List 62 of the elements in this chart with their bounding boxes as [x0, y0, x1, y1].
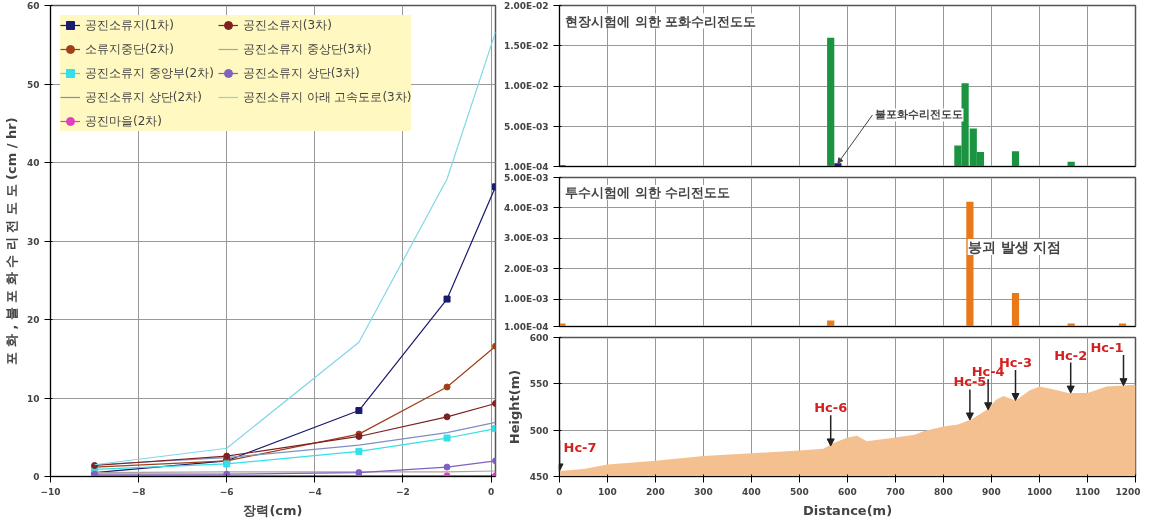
legend-label: 공진마을(2차) [85, 112, 162, 130]
annotation: Hc-7 [563, 440, 597, 456]
x-tick-label: 1100 [1074, 486, 1101, 497]
annotation: Hc-2 [1054, 347, 1088, 363]
x-tick-label: −6 [219, 486, 234, 497]
y-axis-title: Height(m) [506, 369, 522, 445]
x-tick-label: 400 [742, 486, 761, 497]
annotation: Hc-1 [1090, 340, 1124, 356]
legend-label: 공진소류지 상단(2차) [85, 88, 202, 106]
x-tick-label: 0 [487, 486, 495, 497]
y-tick-label: 1.50E-02 [503, 40, 549, 51]
y-tick-label: 550 [529, 379, 549, 390]
x-tick-label: 1200 [1115, 486, 1141, 497]
legend-label: 공진소류지 중앙부(2차) [85, 64, 214, 82]
legend-label: 소류지중단(2차) [85, 40, 174, 58]
y-tick-label: 600 [529, 333, 549, 343]
y-tick-label: 1.00E-04 [503, 321, 549, 332]
annotation: 붕괴 발생 지점 [967, 238, 1062, 255]
x-tick-label: 700 [886, 486, 905, 497]
y-tick-label: 60 [26, 1, 40, 11]
y-axis-title: 포 화 , 불 포 화 수 리 전 도 도 (cm / hr) [3, 117, 19, 365]
y-tick-label: 50 [26, 79, 40, 90]
x-tick-label: 800 [934, 486, 953, 497]
y-tick-label: 20 [26, 315, 40, 325]
x-tick-label: −10 [40, 486, 61, 497]
y-tick-label: 0 [33, 472, 40, 482]
annotation: 불포화수리전도도 [875, 108, 964, 122]
x-axis-title: 장력(cm) [243, 502, 303, 518]
text: 현장시험에 의한 포화수리전도도 [565, 13, 757, 29]
text: 투수시험에 의한 수리전도도 [565, 184, 731, 200]
y-tick-label: 500 [529, 425, 549, 436]
legend-label: 공진소류지 중상단(3차) [242, 40, 372, 58]
x-tick-label: 600 [838, 486, 857, 497]
x-tick-label: −2 [396, 486, 410, 497]
y-tick-label: 5.00E-03 [503, 172, 549, 183]
x-tick-label: −4 [307, 486, 322, 497]
x-tick-label: 200 [646, 486, 665, 497]
legend-label: 공진소류지(3차) [242, 16, 332, 34]
y-tick-label: 2.00E-02 [503, 0, 549, 11]
legend-label: 공진소류지 아래 고속도로(3차) [242, 88, 412, 106]
y-tick-label: 1.00E-02 [503, 81, 549, 92]
x-tick-label: −8 [131, 486, 146, 497]
y-tick-label: 10 [26, 393, 40, 404]
x-tick-label: 500 [790, 486, 809, 497]
y-tick-label: 1.00E-03 [503, 294, 549, 305]
legend-label: 공진소류지(1차) [85, 16, 174, 34]
y-tick-label: 450 [529, 472, 549, 482]
annotation: Hc-6 [814, 400, 848, 416]
x-tick-label: 300 [694, 486, 713, 497]
x-tick-label: 900 [982, 486, 1001, 497]
x-tick-label: 1000 [1026, 486, 1053, 497]
y-tick-label: 1.00E-04 [503, 161, 549, 172]
x-tick-label: 100 [598, 486, 617, 497]
y-tick-label: 4.00E-03 [503, 202, 549, 213]
y-tick-label: 2.00E-03 [503, 263, 549, 274]
legend-label: 공진소류지 상단(3차) [242, 64, 360, 82]
y-tick-label: 3.00E-03 [503, 233, 549, 244]
y-tick-label: 5.00E-03 [503, 121, 549, 132]
x-tick-label: 0 [556, 486, 563, 497]
y-tick-label: 40 [26, 158, 40, 168]
y-tick-label: 30 [26, 236, 40, 247]
x-axis-title: Distance(m) [802, 502, 893, 518]
